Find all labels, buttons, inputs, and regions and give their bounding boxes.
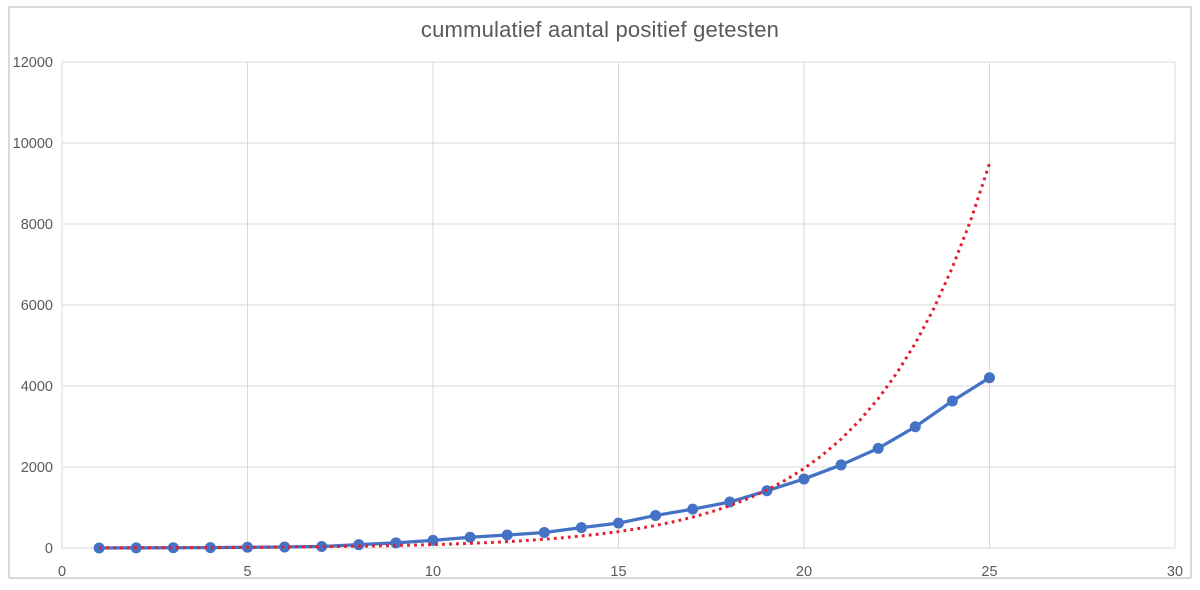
data-point-marker: [687, 503, 699, 515]
data-point-marker: [538, 527, 550, 539]
x-axis-tick-label: 10: [425, 564, 441, 580]
y-axis-tick-label: 0: [45, 541, 53, 557]
data-point-marker: [167, 542, 179, 554]
y-axis-tick-label: 4000: [21, 379, 53, 395]
data-point-marker: [650, 509, 662, 521]
y-axis-tick-label: 6000: [21, 298, 53, 314]
data-point-marker: [93, 542, 105, 554]
data-point-marker: [279, 541, 291, 553]
x-axis-tick-label: 5: [243, 564, 251, 580]
y-axis-tick-label: 12000: [13, 55, 53, 71]
data-point-marker: [501, 529, 513, 541]
x-axis-tick-label: 25: [981, 564, 997, 580]
data-point-marker: [316, 540, 328, 552]
data-point-marker: [946, 395, 958, 407]
data-point-marker: [984, 372, 995, 384]
data-point-marker: [575, 522, 587, 534]
data-point-marker: [909, 421, 921, 433]
x-axis-tick-label: 15: [610, 564, 626, 580]
chart-card: [8, 6, 1192, 579]
x-axis-tick-label: 30: [1167, 564, 1183, 580]
y-axis-tick-label: 8000: [21, 217, 53, 233]
y-axis-tick-label: 10000: [13, 136, 53, 152]
exponential-trendline-line: [99, 163, 991, 550]
data-point-marker: [835, 459, 847, 471]
y-axis-tick-label: 2000: [21, 460, 53, 476]
data-point-marker: [613, 517, 624, 529]
data-point-marker: [798, 473, 810, 485]
chart-title: cummulatief aantal positief getesten: [420, 17, 780, 42]
cumulative-positive-tests-line: [99, 376, 991, 550]
x-axis-tick-label: 20: [796, 564, 812, 580]
data-point-marker: [872, 442, 884, 454]
data-point-marker: [464, 531, 476, 543]
plot-area-border: [61, 61, 1176, 549]
data-point-marker: [204, 542, 216, 554]
x-axis-tick-label: 0: [58, 564, 66, 580]
